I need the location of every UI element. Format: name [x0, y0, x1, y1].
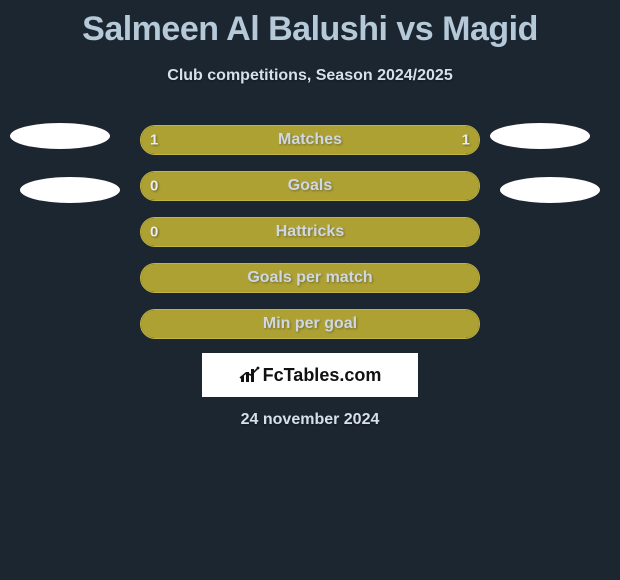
- stat-bar: [140, 125, 480, 155]
- comparison-subtitle: Club competitions, Season 2024/2025: [0, 67, 620, 85]
- stat-row: Goals per match: [0, 263, 620, 293]
- bar-right-fill: [310, 126, 479, 154]
- decorative-ellipse: [490, 123, 590, 149]
- decorative-ellipse: [500, 177, 600, 203]
- stat-bar: [140, 171, 480, 201]
- stat-row: Min per goal: [0, 309, 620, 339]
- bar-right-fill: [141, 172, 479, 200]
- logo-text: FcTables.com: [239, 365, 382, 386]
- stat-row: Hattricks0: [0, 217, 620, 247]
- bar-right-fill: [141, 264, 479, 292]
- bar-right-fill: [141, 310, 479, 338]
- fctables-logo: FcTables.com: [202, 353, 418, 397]
- decorative-ellipse: [20, 177, 120, 203]
- generated-date: 24 november 2024: [0, 411, 620, 429]
- comparison-chart: Matches11Goals0Hattricks0Goals per match…: [0, 125, 620, 339]
- bar-right-fill: [141, 218, 479, 246]
- decorative-ellipse: [10, 123, 110, 149]
- stat-bar: [140, 217, 480, 247]
- logo-label: FcTables.com: [263, 365, 382, 386]
- comparison-title: Salmeen Al Balushi vs Magid: [0, 0, 620, 49]
- bar-chart-icon: [239, 366, 261, 384]
- stat-bar: [140, 263, 480, 293]
- stat-bar: [140, 309, 480, 339]
- bar-left-fill: [141, 126, 310, 154]
